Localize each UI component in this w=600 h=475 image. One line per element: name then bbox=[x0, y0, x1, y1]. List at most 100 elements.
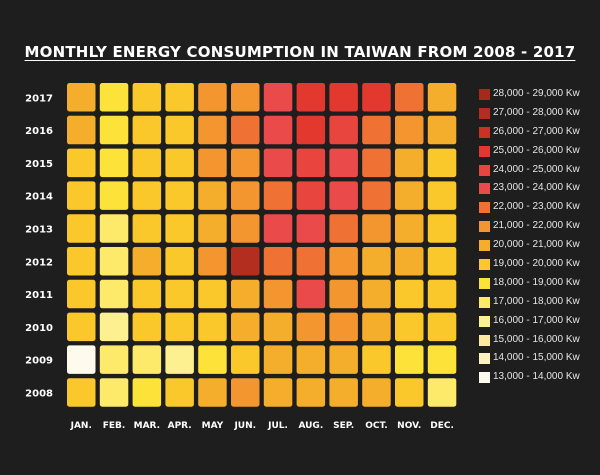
heatmap-cell bbox=[231, 312, 260, 342]
heatmap-cell bbox=[165, 83, 194, 112]
heatmap-cell bbox=[362, 247, 391, 276]
month-label: JAN. bbox=[70, 421, 92, 431]
heatmap-cell bbox=[99, 345, 129, 374]
heatmap-cell bbox=[296, 345, 326, 374]
heatmap-cell bbox=[165, 345, 194, 374]
legend-swatch bbox=[479, 240, 490, 252]
heatmap-cell bbox=[198, 115, 227, 145]
legend-label: 20,000 - 21,000 Kw bbox=[493, 239, 580, 251]
heatmap-cell bbox=[132, 148, 162, 178]
legend-swatch bbox=[479, 259, 490, 271]
heatmap-cell bbox=[67, 148, 96, 178]
month-labels: JAN. FEB. MAR. APR. MAY JUN. JUL. AUG. SEP. OCT. N… bbox=[70, 421, 454, 431]
month-label: DEC. bbox=[430, 421, 454, 431]
heatmap-cell bbox=[362, 115, 391, 145]
heatmap-cell bbox=[198, 378, 227, 407]
year-labels: 2017 2016 2015 2014 2013 2012 2011 2010 2009 2008 bbox=[25, 93, 53, 399]
heatmap-cell bbox=[329, 115, 358, 145]
heatmap-cell bbox=[395, 247, 424, 276]
legend-label: 16,000 - 17,000 Kw bbox=[493, 314, 580, 326]
year-label: 2013 bbox=[25, 224, 53, 235]
heatmap-cell bbox=[329, 148, 358, 178]
heatmap-cells bbox=[67, 83, 457, 407]
legend-swatch bbox=[479, 353, 490, 365]
legend-swatch bbox=[479, 296, 490, 308]
legend-swatch bbox=[479, 202, 490, 214]
heatmap-cell bbox=[427, 279, 457, 309]
month-label: SEP. bbox=[333, 421, 354, 431]
heatmap-cell bbox=[231, 83, 260, 112]
heatmap-cell bbox=[362, 378, 391, 407]
heatmap-cell bbox=[165, 312, 194, 342]
heatmap-cell bbox=[395, 345, 424, 374]
heatmap-cell bbox=[99, 279, 129, 309]
legend-swatch bbox=[479, 89, 490, 100]
heatmap-cell bbox=[99, 247, 129, 276]
legend-label: 24,000 - 25,000 Kw bbox=[493, 163, 580, 175]
legend-swatch bbox=[479, 315, 490, 327]
heatmap-cell bbox=[263, 279, 293, 309]
heatmap-cell bbox=[427, 312, 457, 342]
heatmap-cell bbox=[427, 214, 457, 243]
legend-label: 26,000 - 27,000 Kw bbox=[493, 125, 580, 137]
heatmap-cell bbox=[198, 312, 227, 342]
month-label: APR. bbox=[168, 421, 192, 431]
heatmap-cell bbox=[329, 214, 358, 243]
heatmap-cell bbox=[132, 181, 162, 210]
legend-label: 14,000 - 15,000 Kw bbox=[493, 352, 580, 364]
heatmap-cell bbox=[99, 83, 129, 112]
year-label: 2016 bbox=[25, 126, 53, 137]
heatmap-cell bbox=[231, 247, 260, 276]
heatmap-cell bbox=[231, 214, 260, 243]
heatmap-cell bbox=[132, 83, 162, 112]
heatmap-cell bbox=[329, 181, 358, 210]
heatmap-cell bbox=[132, 345, 162, 374]
heatmap-cell bbox=[99, 312, 129, 342]
heatmap-cell bbox=[329, 247, 358, 276]
legend-label: 23,000 - 24,000 Kw bbox=[493, 182, 580, 194]
year-label: 2011 bbox=[25, 290, 53, 301]
heatmap-cell bbox=[67, 279, 96, 309]
heatmap-cell bbox=[296, 378, 326, 407]
legend-swatch bbox=[479, 277, 490, 289]
legend-swatch bbox=[479, 145, 490, 157]
heatmap-cell bbox=[296, 83, 326, 112]
year-label: 2009 bbox=[25, 356, 53, 367]
heatmap-cell bbox=[165, 148, 194, 178]
year-label: 2010 bbox=[25, 323, 53, 334]
heatmap-cell bbox=[67, 115, 96, 145]
heatmap-cell bbox=[395, 279, 424, 309]
legend-swatch bbox=[479, 183, 490, 195]
heatmap-cell bbox=[362, 83, 391, 112]
heatmap-cell bbox=[329, 279, 358, 309]
month-label: NOV. bbox=[397, 421, 421, 431]
heatmap-cell bbox=[132, 214, 162, 243]
heatmap-cell bbox=[362, 279, 391, 309]
heatmap-cell bbox=[231, 345, 260, 374]
heatmap-cell bbox=[99, 214, 129, 243]
heatmap-cell bbox=[427, 181, 457, 210]
year-label: 2012 bbox=[25, 257, 53, 268]
heatmap-cell bbox=[263, 312, 293, 342]
heatmap-cell bbox=[231, 148, 260, 178]
legend-swatch bbox=[479, 107, 490, 119]
heatmap-cell bbox=[296, 214, 326, 243]
legend-swatch bbox=[479, 221, 490, 233]
heatmap-cell bbox=[165, 279, 194, 309]
heatmap-cell bbox=[296, 148, 326, 178]
heatmap-cell bbox=[263, 148, 293, 178]
heatmap-cell bbox=[99, 148, 129, 178]
heatmap-cell bbox=[132, 247, 162, 276]
month-label: OCT. bbox=[365, 421, 387, 431]
heatmap-cell bbox=[67, 378, 96, 407]
heatmap-cell bbox=[231, 115, 260, 145]
legend-label: 15,000 - 16,000 Kw bbox=[493, 333, 580, 345]
heatmap-cell bbox=[132, 279, 162, 309]
heatmap-cell bbox=[263, 378, 293, 407]
legend-swatch bbox=[479, 164, 490, 176]
heatmap-cell bbox=[395, 378, 424, 407]
heatmap-cell bbox=[231, 378, 260, 407]
heatmap-cell bbox=[395, 148, 424, 178]
chart-title: MONTHLY ENERGY CONSUMPTION IN TAIWAN FRO… bbox=[24, 43, 576, 61]
